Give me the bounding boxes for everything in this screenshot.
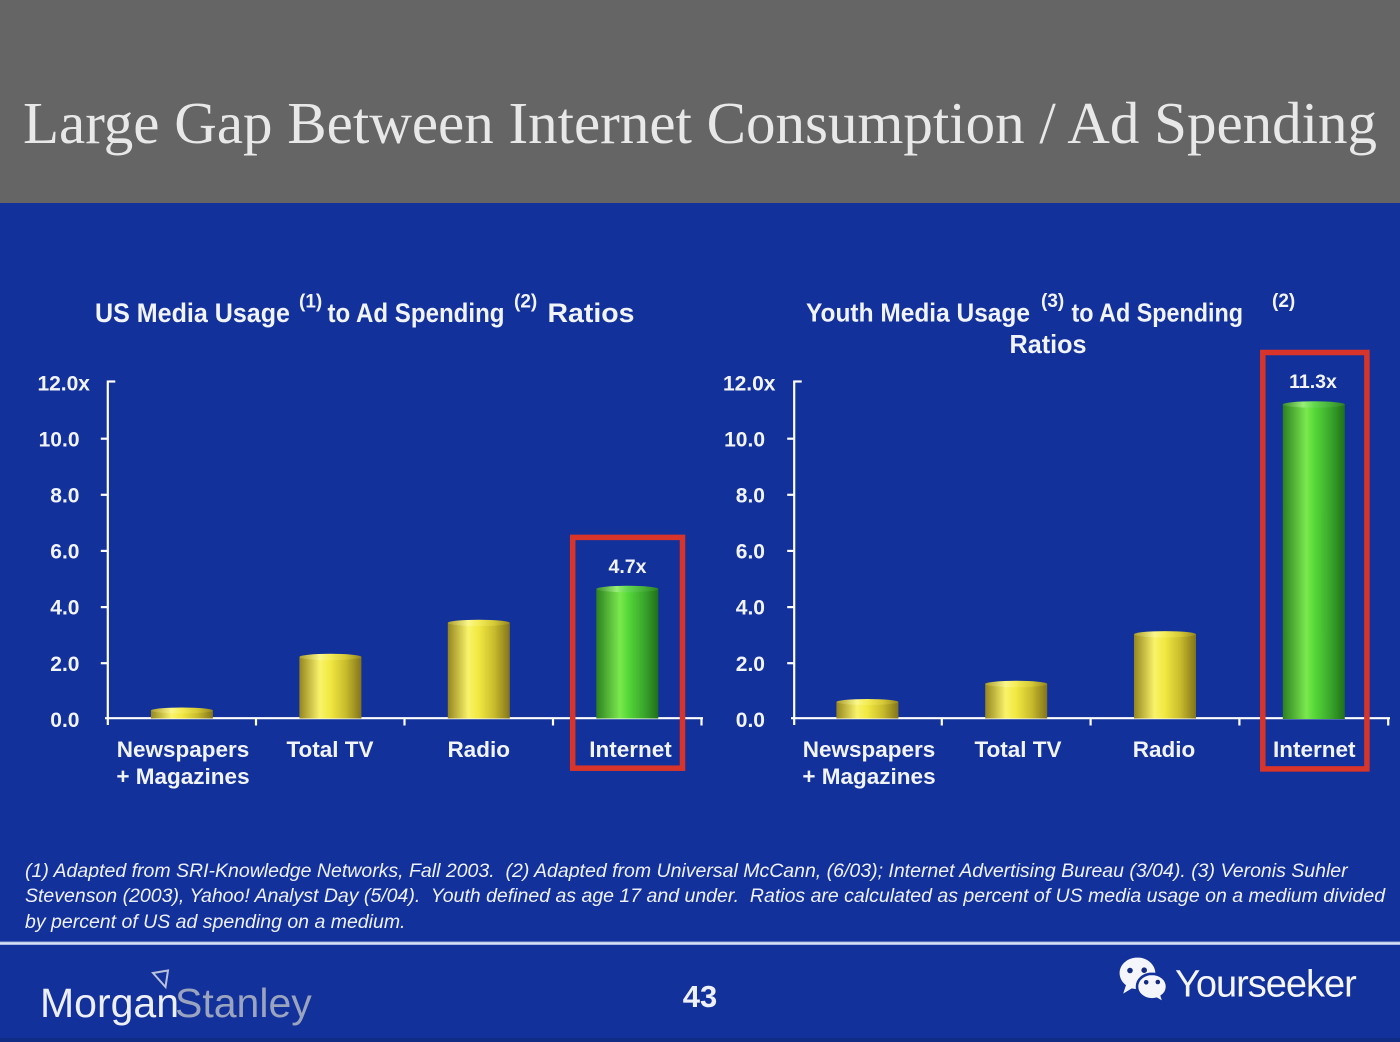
svg-text:Radio: Radio (447, 737, 510, 762)
svg-text:12.0x: 12.0x (37, 372, 90, 395)
svg-text:11.3x: 11.3x (1289, 371, 1337, 393)
svg-text:to Ad Spending: to Ad Spending (1072, 298, 1244, 328)
svg-text:to Ad Spending: to Ad Spending (328, 298, 505, 328)
svg-text:Radio: Radio (1133, 737, 1196, 762)
svg-text:Ratios: Ratios (548, 298, 635, 328)
svg-text:(1): (1) (299, 292, 322, 313)
svg-text:Morgan: Morgan (40, 980, 179, 1026)
svg-text:Newspapers: Newspapers (117, 737, 250, 762)
svg-text:Internet: Internet (589, 737, 672, 762)
svg-text:Newspapers: Newspapers (803, 737, 936, 762)
svg-text:Stanley: Stanley (175, 980, 312, 1026)
svg-text:4.7x: 4.7x (609, 556, 647, 578)
svg-text:0.0: 0.0 (50, 709, 79, 732)
svg-text:8.0: 8.0 (736, 485, 765, 508)
svg-text:4.0: 4.0 (736, 597, 765, 620)
svg-text:10.0: 10.0 (724, 428, 765, 451)
svg-text:+ Magazines: + Magazines (802, 764, 935, 789)
svg-text:(3): (3) (1041, 291, 1064, 312)
svg-text:8.0: 8.0 (50, 485, 79, 508)
svg-text:4.0: 4.0 (50, 597, 79, 620)
svg-text:Internet: Internet (1273, 737, 1356, 762)
svg-text:(2): (2) (514, 292, 537, 313)
svg-text:12.0x: 12.0x (723, 372, 776, 395)
svg-text:6.0: 6.0 (736, 541, 765, 564)
svg-text:0.0: 0.0 (736, 709, 765, 732)
svg-text:US Media Usage: US Media Usage (95, 298, 290, 328)
svg-text:Total TV: Total TV (286, 737, 373, 762)
svg-text:10.0: 10.0 (39, 428, 80, 451)
svg-text:+ Magazines: + Magazines (116, 764, 249, 789)
svg-text:Youth Media Usage: Youth Media Usage (806, 298, 1030, 328)
svg-text:2.0: 2.0 (50, 653, 79, 676)
svg-text:(2): (2) (1272, 291, 1295, 312)
svg-text:Ratios: Ratios (1010, 329, 1087, 359)
svg-text:6.0: 6.0 (50, 541, 79, 564)
svg-text:Total TV: Total TV (974, 737, 1061, 762)
svg-text:2.0: 2.0 (736, 653, 765, 676)
svg-text:Yourseeker: Yourseeker (1175, 964, 1357, 1006)
